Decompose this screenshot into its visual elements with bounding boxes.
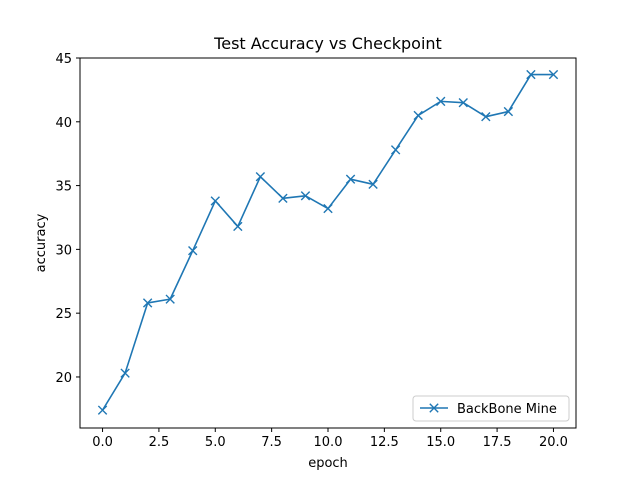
data-point-marker: [142, 298, 153, 308]
legend: BackBone Mine: [412, 395, 570, 422]
y-tick-label: 40: [55, 116, 72, 131]
x-tick-label: 15.0: [426, 435, 455, 450]
data-point-marker: [548, 69, 559, 80]
data-point-marker: [503, 106, 514, 117]
y-tick-label: 25: [55, 307, 72, 322]
data-point-marker: [300, 191, 311, 201]
data-point-marker: [165, 294, 175, 304]
plot-area: [80, 58, 576, 428]
data-point-marker: [413, 110, 423, 121]
y-tick-label: 35: [55, 180, 72, 195]
x-tick-label: 7.5: [261, 435, 282, 450]
data-point-marker: [188, 245, 198, 256]
y-tick-label: 45: [55, 52, 72, 67]
x-tick-label: 20.0: [539, 435, 568, 450]
legend-x-marker: [429, 403, 439, 413]
x-axis-label: epoch: [308, 456, 348, 471]
y-tick-label: 30: [55, 243, 72, 258]
data-point-marker: [210, 196, 220, 206]
series-layer: [97, 69, 559, 415]
data-point-marker: [368, 179, 378, 190]
x-tick-label: 12.5: [370, 435, 399, 450]
x-axis-ticks: 0.0 2.5 5.0 7.5 10.0 12.5 15.0 17.5 20.0: [92, 428, 568, 450]
x-tick-label: 17.5: [483, 435, 512, 450]
data-point-marker: [345, 174, 356, 184]
y-axis-ticks: 20 25 30 35 40 45: [55, 52, 80, 386]
data-point-marker: [390, 145, 401, 155]
x-tick-label: 10.0: [314, 435, 343, 450]
x-tick-label: 2.5: [149, 435, 170, 450]
legend-box: [412, 395, 570, 422]
data-point-marker: [323, 203, 333, 214]
data-point-marker: [458, 97, 468, 108]
y-axis-label: accuracy: [34, 213, 49, 272]
data-point-marker: [233, 221, 243, 232]
data-point-marker: [255, 171, 266, 182]
data-point-marker: [526, 69, 536, 80]
data-point-marker: [97, 405, 108, 415]
x-tick-label: 5.0: [205, 435, 226, 450]
legend-label: BackBone Mine: [457, 402, 557, 417]
legend-marker-swatch: [429, 403, 439, 413]
data-point-marker: [278, 193, 288, 204]
chart-title: Test Accuracy vs Checkpoint: [213, 34, 442, 53]
data-point-marker: [481, 111, 491, 122]
data-point-marker: [436, 96, 446, 107]
x-tick-label: 0.0: [92, 435, 113, 450]
y-tick-label: 20: [55, 371, 72, 386]
data-point-marker: [120, 368, 130, 378]
